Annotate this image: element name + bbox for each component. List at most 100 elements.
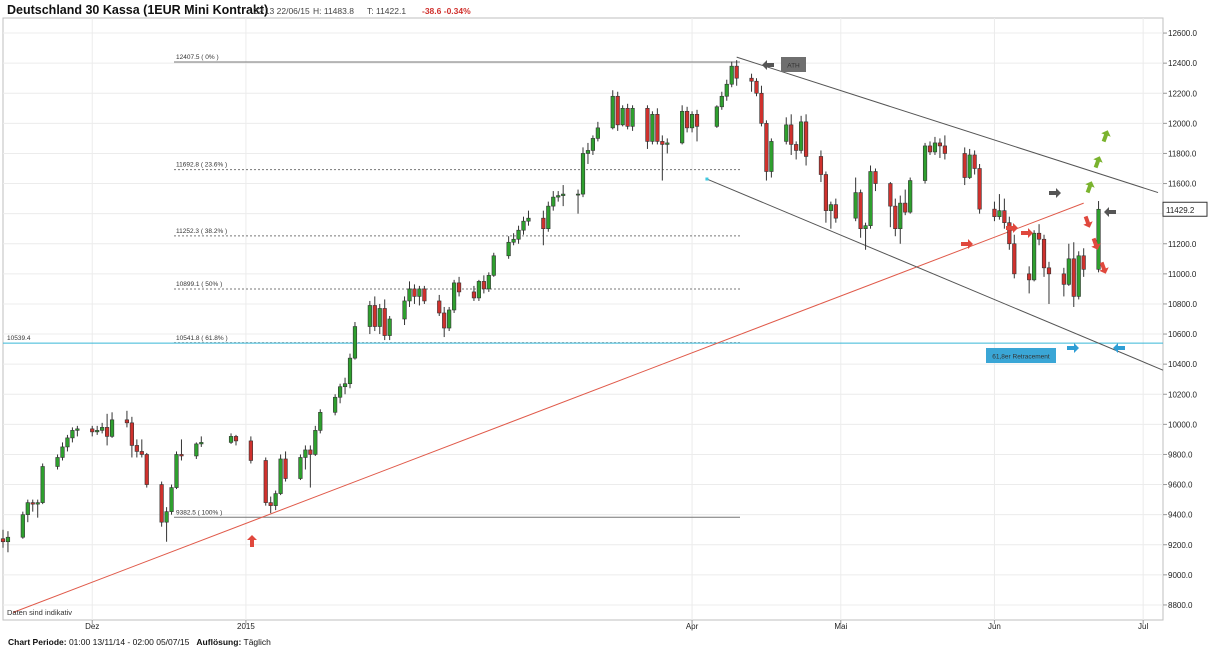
breakdown-arrow	[1021, 228, 1033, 238]
x-tick-label: Mai	[834, 622, 847, 631]
candle	[506, 241, 511, 257]
bearish-arrow	[1083, 215, 1093, 228]
candle	[546, 205, 551, 230]
candle	[541, 217, 546, 229]
candle	[422, 288, 427, 302]
y-tick-label: 9600.0	[1168, 481, 1193, 490]
candle	[853, 192, 858, 219]
candle	[1061, 273, 1066, 285]
breakdown-arrow	[1006, 223, 1018, 233]
candle	[90, 428, 95, 433]
period-label: Chart Periode:	[8, 637, 67, 647]
candle	[303, 449, 308, 458]
bullish-arrow	[1093, 156, 1103, 169]
candle	[590, 138, 595, 151]
retracement-box	[986, 348, 1056, 363]
candle	[298, 457, 303, 479]
candle	[714, 106, 719, 127]
candle	[858, 192, 863, 230]
candle	[105, 427, 110, 437]
candle	[803, 121, 809, 157]
x-tick-label: Jul	[1138, 622, 1148, 631]
channel-touch-arrow	[1104, 207, 1116, 217]
candle	[561, 193, 566, 196]
candle	[139, 451, 144, 455]
y-tick-label: 11200.0	[1168, 240, 1197, 249]
candle	[377, 308, 382, 327]
candle	[412, 288, 417, 297]
candle	[516, 229, 521, 240]
y-tick-label: 10800.0	[1168, 300, 1197, 309]
y-tick-label: 11000.0	[1168, 270, 1197, 279]
fib-level-label: 10899.1 ( 50% )	[176, 281, 222, 288]
candle	[124, 419, 130, 424]
candle	[977, 168, 982, 210]
candle	[511, 238, 516, 243]
candle	[799, 121, 804, 151]
candle	[1012, 243, 1017, 275]
x-tick-label: Jun	[988, 622, 1001, 631]
bearish-arrow	[1099, 261, 1109, 274]
candle	[719, 95, 724, 108]
channel-touch-arrow	[1049, 188, 1061, 198]
candle	[95, 430, 100, 433]
candle	[1066, 258, 1071, 285]
candle	[630, 108, 635, 127]
candle	[645, 108, 650, 142]
y-tick-label: 12000.0	[1168, 119, 1197, 128]
candle	[347, 357, 353, 385]
candle	[759, 92, 764, 124]
candle	[625, 108, 630, 127]
candle	[784, 124, 789, 142]
candle	[442, 312, 447, 329]
candle	[1081, 255, 1086, 270]
candle	[352, 326, 358, 359]
chart-footer: Chart Periode: 01:00 13/11/14 - 02:00 05…	[8, 637, 271, 647]
candle	[402, 300, 407, 320]
candle	[680, 111, 685, 144]
y-tick-label: 9800.0	[1168, 450, 1193, 459]
quote-low: T: 11422.1	[367, 6, 407, 16]
candle	[689, 114, 695, 129]
candle	[789, 124, 794, 145]
candle	[1071, 258, 1076, 297]
candle	[20, 514, 25, 538]
candle	[308, 449, 313, 455]
candle	[35, 502, 40, 505]
candle	[169, 487, 174, 512]
bullish-arrow	[1101, 130, 1111, 143]
candle	[1036, 232, 1042, 240]
y-tick-label: 10000.0	[1168, 420, 1197, 429]
bullish-arrow-shape	[1093, 156, 1103, 169]
candle	[447, 309, 452, 329]
candle	[665, 142, 670, 145]
candle	[481, 281, 486, 290]
candle	[491, 255, 496, 276]
plot-area	[2, 17, 1164, 621]
candle	[932, 142, 938, 153]
candle	[452, 282, 457, 311]
x-tick-label: Apr	[686, 622, 699, 631]
candle	[729, 65, 734, 85]
candle	[823, 174, 828, 211]
resolution-value: Täglich	[243, 637, 271, 647]
candle	[898, 202, 903, 230]
y-tick-label: 10400.0	[1168, 360, 1197, 369]
quote-high: H: 11483.8	[313, 6, 354, 16]
bearish-arrow-shape	[1091, 237, 1101, 250]
candle	[660, 141, 665, 145]
candle	[476, 281, 481, 299]
candle	[962, 153, 967, 178]
candle	[456, 282, 462, 293]
bearish-arrow	[1091, 237, 1101, 250]
channel-anchor-marker	[705, 177, 709, 181]
y-tick-label: 11800.0	[1168, 149, 1197, 158]
candle	[55, 457, 60, 467]
candle	[65, 437, 70, 448]
candle	[382, 308, 387, 336]
y-tick-label: 12200.0	[1168, 89, 1197, 98]
candle	[179, 454, 184, 457]
candle	[1076, 255, 1081, 297]
fib-level-label: 11252.3 ( 38.2% )	[176, 228, 227, 235]
